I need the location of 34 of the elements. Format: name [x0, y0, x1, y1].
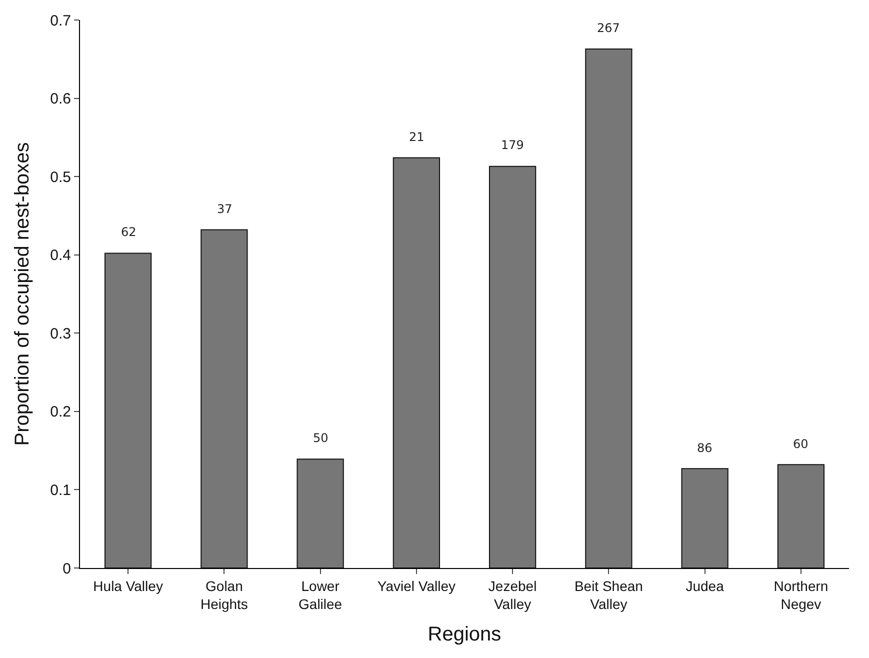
y-tick-label: 0.7: [50, 12, 71, 30]
y-tick-label: 0.6: [50, 90, 71, 108]
annotation: 37: [217, 202, 232, 216]
annotation: 86: [697, 441, 712, 455]
x-tick-label: Hula Valley: [93, 578, 163, 594]
y-tick-label: 0.5: [50, 168, 71, 186]
annotation: 179: [501, 138, 524, 152]
bar: [392, 157, 440, 568]
annotation: 267: [597, 21, 620, 35]
bar: [777, 464, 825, 568]
y-tick-label: 0.2: [50, 404, 71, 421]
annotation: 62: [121, 225, 136, 239]
bar: [681, 468, 728, 568]
bar: [104, 252, 152, 568]
x-tick-label: Judea: [686, 578, 724, 594]
bar: [296, 458, 344, 568]
y-tick-label: 0.4: [50, 247, 71, 264]
y-tick-label: 0: [62, 560, 71, 578]
x-tick-label: Northern Negev: [774, 578, 828, 612]
x-tick-label: Lower Galilee: [298, 578, 342, 612]
y-tick-label: 0.3: [50, 325, 71, 342]
y-axis-title: Proportion of occupied nest-boxes: [12, 142, 34, 446]
annotation: 60: [793, 437, 808, 451]
bar: [585, 48, 632, 568]
x-tick-label: Golan Heights: [200, 578, 248, 612]
annotation: 50: [313, 431, 328, 445]
x-tick-label: Yaviel Valley: [377, 578, 456, 594]
y-tick-label: 0.1: [50, 482, 71, 499]
x-axis-title: Regions: [428, 624, 502, 646]
x-tick-label: Beit Shean Valley: [574, 578, 643, 612]
x-tick-label: Jezebel Valley: [488, 578, 537, 612]
annotation: 21: [409, 130, 424, 144]
bar: [488, 166, 536, 568]
bar: [200, 229, 248, 568]
